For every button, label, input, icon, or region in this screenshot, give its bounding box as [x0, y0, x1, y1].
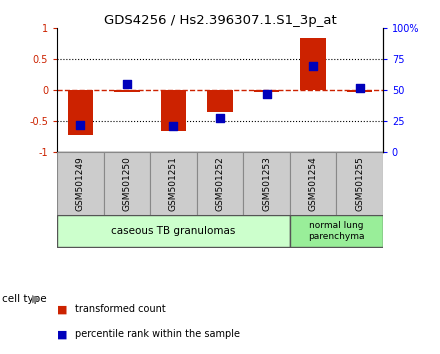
Text: GSM501252: GSM501252 [216, 156, 224, 211]
Bar [150, 153, 197, 215]
Text: ■: ■ [57, 329, 68, 339]
Bar [254, 90, 279, 92]
Bar [336, 153, 383, 215]
Bar [207, 90, 233, 112]
Title: GDS4256 / Hs2.396307.1.S1_3p_at: GDS4256 / Hs2.396307.1.S1_3p_at [104, 14, 336, 27]
Bar [347, 90, 372, 92]
Bar [290, 153, 336, 215]
Bar [57, 153, 104, 215]
Bar [161, 90, 186, 131]
Text: cell type: cell type [2, 294, 47, 304]
Bar [290, 215, 383, 247]
Bar [114, 90, 140, 92]
Text: GSM501254: GSM501254 [308, 156, 318, 211]
Bar [300, 38, 326, 90]
Bar [68, 90, 93, 135]
Point [170, 124, 177, 129]
Bar [104, 153, 150, 215]
Point [124, 81, 131, 87]
Text: GSM501255: GSM501255 [355, 156, 364, 211]
Text: ▶: ▶ [32, 294, 40, 304]
Point [216, 115, 224, 121]
Bar [197, 153, 243, 215]
Text: GSM501250: GSM501250 [122, 156, 132, 211]
Point [77, 122, 84, 128]
Text: GSM501251: GSM501251 [169, 156, 178, 211]
Point [356, 85, 363, 91]
Text: percentile rank within the sample: percentile rank within the sample [75, 329, 240, 339]
Text: GSM501249: GSM501249 [76, 156, 85, 211]
Text: normal lung
parenchyma: normal lung parenchyma [308, 222, 364, 241]
Point [309, 63, 316, 68]
Text: transformed count: transformed count [75, 304, 165, 314]
Text: GSM501253: GSM501253 [262, 156, 271, 211]
Point [263, 91, 270, 97]
Bar [243, 153, 290, 215]
Bar [57, 215, 290, 247]
Text: ■: ■ [57, 304, 68, 314]
Text: caseous TB granulomas: caseous TB granulomas [111, 226, 236, 236]
